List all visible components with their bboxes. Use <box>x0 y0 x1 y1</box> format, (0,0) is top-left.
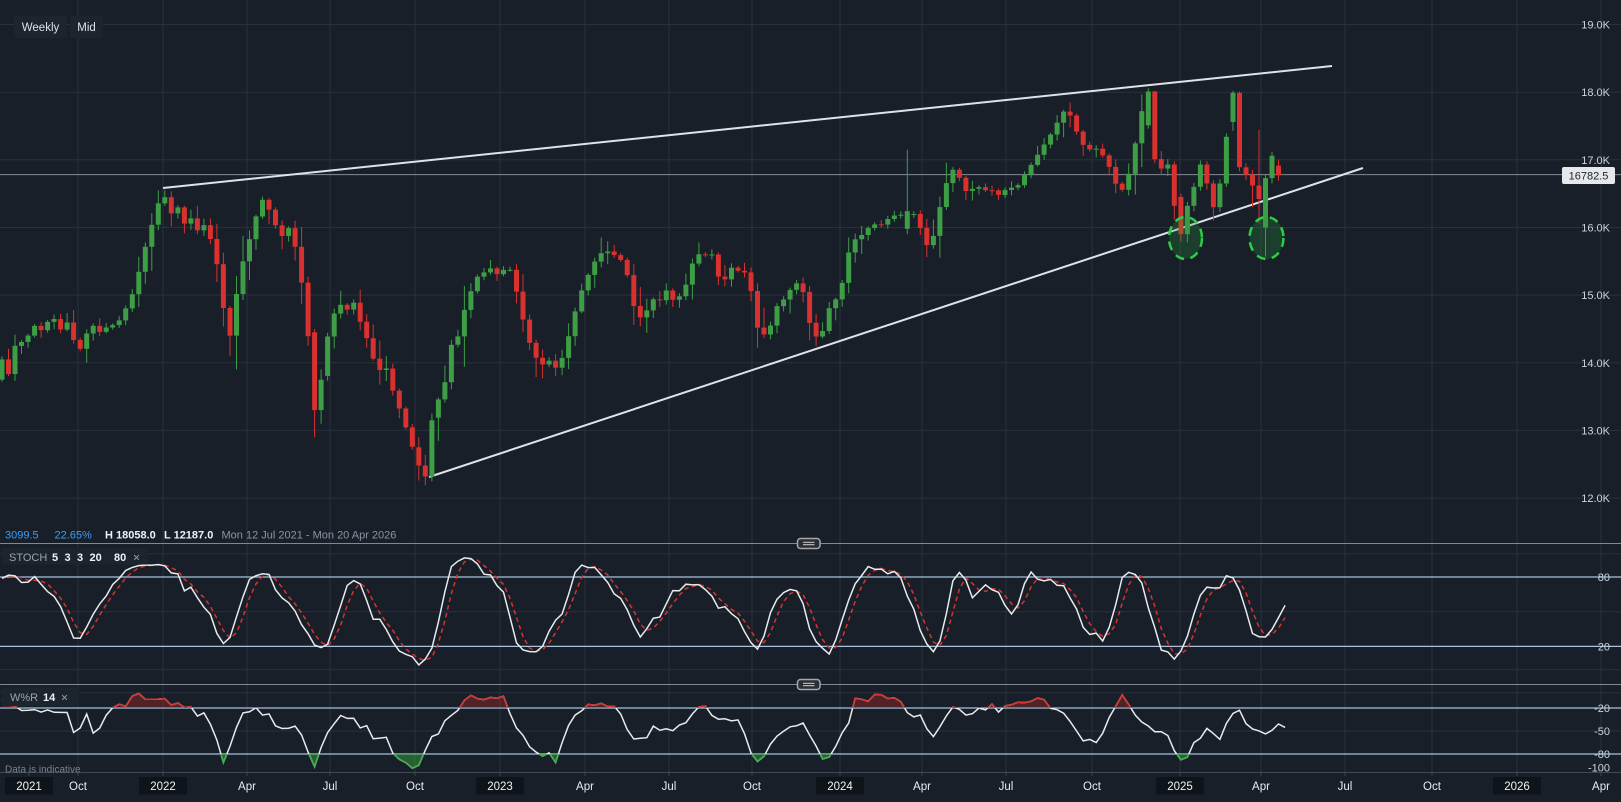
svg-text:Data is indicative: Data is indicative <box>5 765 81 776</box>
svg-text:20: 20 <box>1598 641 1610 653</box>
svg-text:Apr: Apr <box>1252 781 1270 793</box>
svg-text:-100: -100 <box>1588 762 1610 774</box>
svg-text:Jul: Jul <box>999 781 1014 793</box>
svg-text:Weekly: Weekly <box>22 22 60 34</box>
svg-text:16.0K: 16.0K <box>1581 222 1610 234</box>
svg-text:80: 80 <box>114 552 126 564</box>
svg-text:STOCH: STOCH <box>9 552 47 564</box>
svg-text:13.0K: 13.0K <box>1581 425 1610 437</box>
svg-text:3099.5: 3099.5 <box>5 530 39 542</box>
svg-text:-50: -50 <box>1594 726 1610 738</box>
svg-text:Apr: Apr <box>238 781 256 793</box>
svg-text:Mon 12 Jul 2021 - Mon 20 Apr 2: Mon 12 Jul 2021 - Mon 20 Apr 2026 <box>222 530 397 542</box>
svg-text:14.0K: 14.0K <box>1581 358 1610 370</box>
svg-text:17.0K: 17.0K <box>1581 155 1610 167</box>
svg-text:×: × <box>61 691 68 705</box>
svg-text:2022: 2022 <box>150 781 176 793</box>
svg-text:20: 20 <box>90 552 102 564</box>
svg-text:2026: 2026 <box>1504 781 1530 793</box>
svg-text:W%R: W%R <box>10 692 38 704</box>
svg-text:2023: 2023 <box>487 781 513 793</box>
svg-text:80: 80 <box>1598 572 1610 584</box>
svg-text:Jul: Jul <box>323 781 338 793</box>
svg-text:Oct: Oct <box>406 781 425 793</box>
svg-text:2024: 2024 <box>827 781 853 793</box>
svg-text:-20: -20 <box>1594 703 1610 715</box>
svg-text:19.0K: 19.0K <box>1581 20 1610 32</box>
svg-text:Jul: Jul <box>1338 781 1353 793</box>
svg-text:18.0K: 18.0K <box>1581 87 1610 99</box>
svg-text:H 18058.0: H 18058.0 <box>105 530 156 542</box>
svg-text:Oct: Oct <box>743 781 762 793</box>
svg-text:L 12187.0: L 12187.0 <box>164 530 213 542</box>
svg-text:3: 3 <box>65 552 71 564</box>
svg-text:5: 5 <box>52 552 58 564</box>
svg-text:16782.5: 16782.5 <box>1569 171 1609 183</box>
svg-text:Oct: Oct <box>1083 781 1102 793</box>
svg-text:×: × <box>133 551 140 565</box>
svg-text:12.0K: 12.0K <box>1581 493 1610 505</box>
svg-text:-80: -80 <box>1594 749 1610 761</box>
svg-text:Apr: Apr <box>1592 781 1610 793</box>
svg-text:Apr: Apr <box>576 781 594 793</box>
svg-text:Mid: Mid <box>77 22 96 34</box>
svg-text:2025: 2025 <box>1167 781 1193 793</box>
svg-text:Oct: Oct <box>69 781 88 793</box>
svg-text:Jul: Jul <box>662 781 677 793</box>
svg-text:Apr: Apr <box>913 781 931 793</box>
svg-text:14: 14 <box>43 692 56 704</box>
svg-text:15.0K: 15.0K <box>1581 290 1610 302</box>
svg-text:2021: 2021 <box>16 781 42 793</box>
svg-text:3: 3 <box>77 552 83 564</box>
svg-text:Oct: Oct <box>1423 781 1442 793</box>
svg-text:22.65%: 22.65% <box>55 530 93 542</box>
